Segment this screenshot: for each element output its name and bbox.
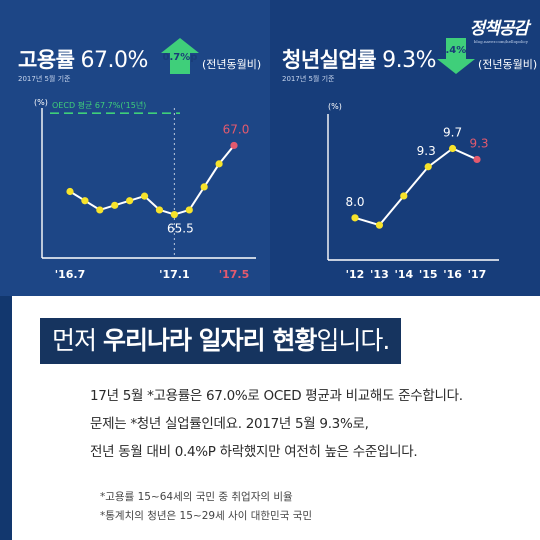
data-point [126,197,134,205]
x-tick-label: '17 [468,268,487,281]
employment-value: 67.0% [80,48,148,73]
youth-yoy-label: (전년동월비) [478,58,538,71]
employment-panel: 고용률 67.0% 0.7%p (전년동월비) 2017년 5월 기준 (%) O… [0,0,270,296]
data-point [96,206,104,214]
youth-unit: (%) [328,102,342,111]
brand-logo: 정책공감 blog.naver.com/hellopolicy [469,14,529,44]
chart-banner: 고용률 67.0% 0.7%p (전년동월비) 2017년 5월 기준 (%) O… [0,0,540,296]
footnote-employment: *고용률 15~64세의 국민 중 취업자의 비율 [100,491,293,503]
youth-line-chart: 8.0 9.3 9.7 9.3 '12 '13 '14 '15 '16 '17 [327,114,499,281]
body-line-2: 문제는 *청년 실업률인데요. 2017년 5월 9.3%로, [90,416,369,432]
youth-change-value: 0.4%p [438,45,474,56]
youth-change-badge: 0.4%p [436,37,476,75]
x-tick-label: '17.5 [219,268,250,281]
data-label: 67.0 [223,122,250,136]
data-point [424,163,432,171]
x-tick-label: '14 [394,268,413,281]
x-tick-label: '16.7 [55,268,86,281]
brand-logo-url: blog.naver.com/hellopolicy [473,39,528,44]
youth-panel: 청년실업률 9.3% 0.4%p (전년동월비) 2017년 5월 기준 (%) … [270,0,540,296]
data-point [170,210,178,219]
employment-unit: (%) [34,98,48,107]
x-tick-label: '16 [443,268,462,281]
employment-title-label: 고용률 [18,48,75,72]
headline: 먼저 우리나라 일자리 현황입니다. [40,318,402,364]
data-point [81,197,89,205]
youth-value: 9.3% [382,48,437,73]
x-tick-label: '13 [370,268,389,281]
headline-prefix: 먼저 [52,326,103,355]
data-point [449,144,457,153]
oecd-reference-label: OECD 평균 67.7%('15년) [52,100,146,110]
employment-basis-date: 2017년 5월 기준 [18,75,71,83]
headline-suffix: 입니다. [316,326,390,355]
data-point [200,183,208,191]
employment-title: 고용률 67.0% [18,44,148,74]
body-line-3: 전년 동월 대비 0.4%P 하락했지만 여전히 높은 수준입니다. [90,444,418,460]
youth-title: 청년실업률 9.3% [282,44,437,74]
employment-change-badge: 0.7%p [160,37,200,75]
data-label: 65.5 [167,222,194,236]
down-arrow-icon [437,38,475,74]
employment-change-value: 0.7%p [162,52,198,63]
data-point [155,206,164,214]
brand-logo-text: 정책공감 [469,19,529,39]
data-label: 9.3 [417,144,436,158]
body-line-1: 17년 5월 *고용률은 67.0%로 OCED 평균과 비교해도 준수합니다. [90,388,463,404]
data-label: 9.3 [469,136,488,150]
series-line [354,147,478,227]
data-label: 8.0 [345,195,364,209]
footnote-youth: *통계치의 청년은 15~29세 사이 대한민국 국민 [100,510,313,522]
data-point [351,214,359,222]
x-tick-label: '15 [419,268,438,281]
data-point [140,192,149,200]
accent-strip [0,296,12,540]
data-point [185,206,193,214]
employment-yoy-label: (전년동월비) [202,58,262,71]
x-tick-label: '12 [346,268,365,281]
data-point [375,221,383,229]
data-point [111,201,119,209]
youth-title-label: 청년실업률 [282,48,377,72]
data-point [230,141,238,150]
data-point [215,160,223,168]
data-point [66,187,74,196]
up-arrow-icon [161,38,199,74]
headline-emphasis: 우리나라 일자리 현황 [102,326,317,355]
x-tick-label: '17.1 [159,268,190,281]
data-label: 9.7 [443,126,462,140]
employment-line-chart: OECD 평균 67.7%('15년) 65.5 67.0 '16.7 '17.1 '17… [41,100,256,281]
data-point [473,155,481,164]
data-point [400,192,408,200]
series-line [69,144,235,216]
youth-basis-date: 2017년 5월 기준 [282,75,335,83]
